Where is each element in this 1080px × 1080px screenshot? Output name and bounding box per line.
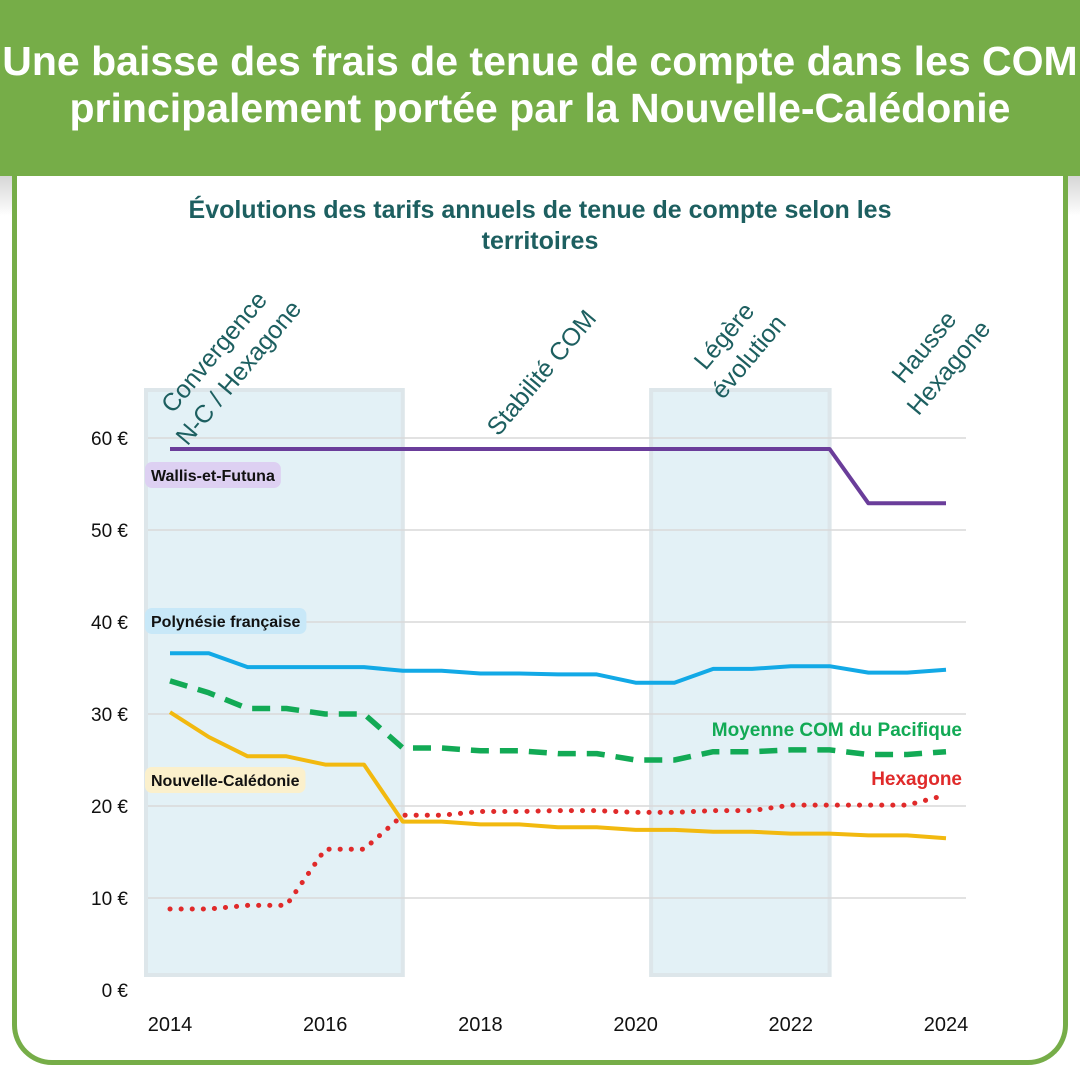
series-label-0: Wallis-et-Futuna — [151, 468, 275, 485]
series-label-3: Hexagone — [871, 769, 962, 790]
y-tick-label-50: 50 € — [91, 521, 128, 542]
series-label-bg-0 — [145, 462, 281, 488]
series-label-2: Moyenne COM du Pacifique — [712, 720, 962, 741]
y-tick-label-20: 20 € — [91, 797, 128, 818]
x-tick-label-2014: 2014 — [148, 1014, 193, 1036]
period-label-line: Stabilité COM — [482, 305, 603, 441]
y-tick-labels: 0 € 10 € 20 € 30 € 40 € 50 € 60 € — [91, 429, 128, 1002]
y-tick-label-0: 0 € — [102, 981, 129, 1002]
x-tick-label-2016: 2016 — [303, 1014, 348, 1036]
series-line-1 — [170, 651, 947, 685]
header-banner: Une baisse des frais de tenue de compte … — [0, 0, 1080, 176]
y-tick-label-10: 10 € — [91, 889, 128, 910]
period-label-1: Stabilité COM — [482, 305, 603, 441]
y-tick-label-60: 60 € — [91, 429, 128, 450]
x-tick-label-2022: 2022 — [769, 1014, 814, 1036]
banner-title: Une baisse des frais de tenue de compte … — [2, 38, 1078, 131]
x-tick-label-2020: 2020 — [613, 1014, 658, 1036]
series-label-bg-4 — [145, 767, 306, 793]
series-label-4: Nouvelle-Calédonie — [151, 773, 300, 790]
series-line-3 — [167, 792, 949, 912]
series-line-2 — [169, 678, 947, 763]
series-line-4 — [168, 710, 947, 841]
x-tick-labels: 2014 2016 2018 2020 2022 2024 — [148, 1014, 969, 1036]
series-labels: Wallis-et-Futuna Polynésie française Moyen… — [145, 462, 962, 793]
grid-lines — [148, 437, 966, 899]
series-line-0 — [170, 447, 946, 506]
series-lines — [167, 447, 949, 912]
series-label-bg-1 — [145, 608, 307, 634]
x-tick-label-2024: 2024 — [924, 1014, 969, 1036]
series-label-1: Polynésie française — [151, 614, 301, 631]
y-tick-label-30: 30 € — [91, 705, 128, 726]
x-tick-label-2018: 2018 — [458, 1014, 503, 1036]
chart-title: Évolutions des tarifs annuels de tenue d… — [188, 196, 892, 255]
y-tick-label-40: 40 € — [91, 613, 128, 634]
